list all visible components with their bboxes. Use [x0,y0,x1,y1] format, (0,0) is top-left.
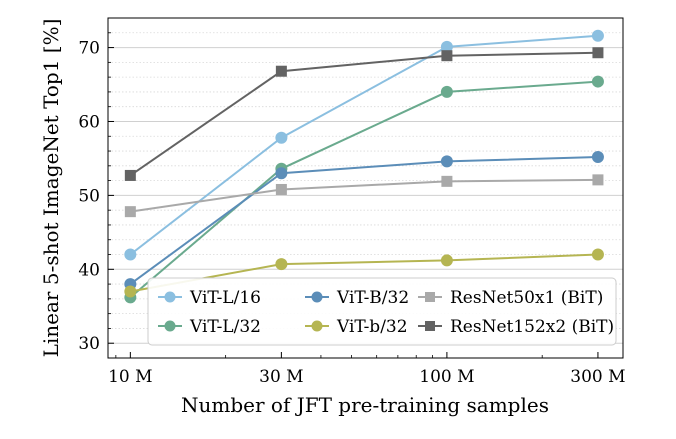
data-point [124,206,136,218]
x-tick-label: 100 M [419,367,474,387]
data-point [275,183,287,195]
data-point [440,85,453,98]
legend-marker [311,291,323,303]
x-tick-label: 10 M [108,367,152,387]
legend-entry: ViT-L/32 [158,317,261,337]
series-line [129,155,598,285]
legend-frame [147,277,617,346]
legend-marker [164,320,176,332]
data-point [275,65,287,77]
series-vit-l-16 [124,29,604,261]
legend-entry: ViT-L/16 [158,288,261,308]
data-point [592,174,604,186]
x-tick-label: 30 M [259,367,303,387]
series-line [129,34,599,256]
data-point [124,248,137,261]
legend-label: ResNet50x1 (BiT) [450,288,603,308]
series-resnet50x1-bit [124,174,604,218]
legend-marker [311,320,323,332]
series-layer [124,29,604,304]
series-vit-b-32 [124,150,604,291]
data-point [440,155,453,168]
series-line [130,178,598,213]
y-tick-label: 70 [78,39,100,59]
x-tick-label: 300 M [570,367,625,387]
legend-marker [164,291,176,303]
y-axis-title: Linear 5-shot ImageNet Top1 [%] [39,19,63,358]
series-line [129,80,599,299]
data-point [124,285,137,298]
data-point [440,254,453,267]
legend-entry: ViT-B/32 [305,288,409,308]
legend: ViT-L/16 ViT-L/32 ViT-B/32 ViT-b/32 ResNet50… [147,277,617,346]
data-point [592,47,604,59]
data-point [591,29,604,42]
data-point [124,169,136,181]
data-point [275,167,288,180]
legend-entry: ResNet50x1 (BiT) [418,288,603,308]
axis-ticks: 30 40 50 60 70 10 M 30 M 100 M 300 M [78,17,626,387]
legend-label: ViT-b/32 [336,317,408,337]
data-point [591,75,604,88]
data-point [275,258,288,271]
data-point [441,50,453,62]
legend-marker [425,321,435,331]
legend-marker [425,292,435,302]
y-tick-label: 50 [78,186,100,206]
y-tick-label: 30 [78,334,100,354]
data-point [440,40,453,53]
data-point [591,248,604,261]
data-point [275,131,288,144]
series-resnet152x2-bit [124,47,604,181]
y-tick-label: 40 [78,260,100,280]
legend-label: ResNet152x2 (BiT) [450,317,614,337]
plot-frame [107,17,624,359]
legend-label: ViT-L/16 [189,288,261,308]
series-line [129,51,598,177]
data-point [591,150,604,163]
legend-label: ViT-L/32 [189,317,261,337]
legend-entry: ViT-b/32 [305,317,408,337]
data-point [441,175,453,187]
legend-label: ViT-B/32 [336,288,409,308]
x-axis-title: Number of JFT pre-training samples [181,393,549,417]
legend-entry: ResNet152x2 (BiT) [418,317,614,337]
y-tick-label: 60 [78,112,100,132]
